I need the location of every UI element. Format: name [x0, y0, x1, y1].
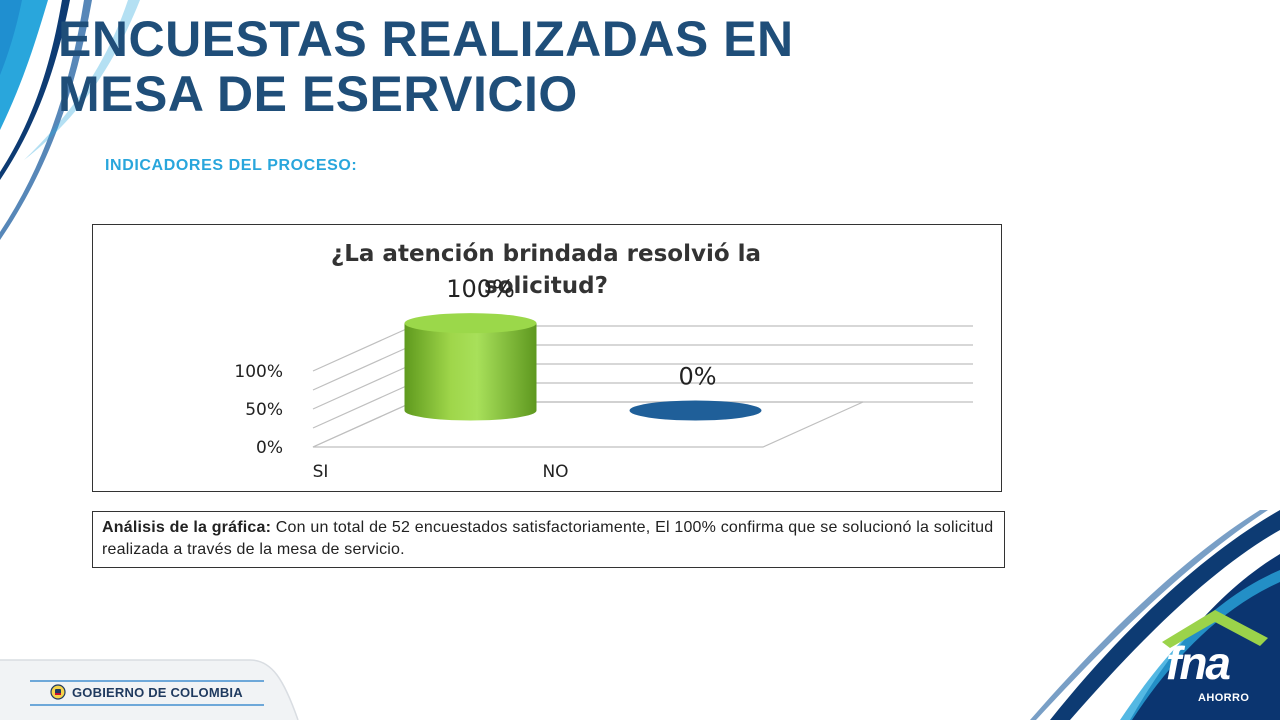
chart-container: ¿La atención brindada resolvió la solici…	[92, 224, 1002, 492]
chart-bars	[404, 313, 762, 421]
bar-si	[404, 313, 537, 421]
data-label: 0%	[678, 363, 716, 391]
y-tick-label: 50%	[245, 400, 283, 420]
y-tick-label: 0%	[256, 438, 283, 458]
data-label: 100%	[446, 275, 515, 303]
page-title-line-2: MESA DE ESERVICIO	[58, 66, 578, 122]
y-axis-ticks: 0% 50% 100%	[234, 362, 283, 458]
gridline-side	[312, 382, 414, 429]
analysis-box: Análisis de la gráfica: Con un total de …	[92, 511, 1005, 568]
bar-no	[629, 400, 762, 421]
analysis-label: Análisis de la gráfica:	[102, 519, 272, 536]
section-subtitle: INDICADORES DEL PROCESO:	[105, 157, 358, 174]
analysis-text: Con un total de 52 encuestados satisfact…	[102, 519, 994, 558]
fna-logo-text: fna	[1166, 637, 1231, 689]
chart-title-line-1: ¿La atención brindada resolvió la	[331, 241, 761, 267]
page-title-line-1: ENCUESTAS REALIZADAS EN	[58, 11, 794, 67]
category-label: SI	[313, 462, 329, 482]
gridline-side	[312, 363, 414, 410]
bottom-right-decoration	[1030, 510, 1280, 720]
bar-chart: ¿La atención brindada resolvió la solici…	[234, 241, 973, 482]
gridline-side	[312, 401, 414, 448]
chart-data-labels: 100% 0%	[446, 275, 716, 390]
chart-title-line-2: solicitud?	[484, 273, 608, 299]
fna-logo-subtext: AHORRO	[1198, 692, 1250, 704]
bar-body	[404, 323, 537, 421]
gridline-side	[312, 344, 414, 391]
top-left-decoration	[0, 0, 140, 240]
x-axis-categories: SI NO	[313, 462, 569, 482]
gridline-side	[312, 325, 414, 372]
category-label: NO	[542, 462, 568, 482]
bar-zero-disc	[629, 400, 762, 421]
house-roof-icon	[1162, 610, 1268, 648]
government-bar-lines	[30, 680, 264, 706]
bar-top	[404, 313, 537, 334]
chart-floor	[312, 401, 864, 448]
page-title: ENCUESTAS REALIZADAS EN MESA DE ESERVICI…	[58, 12, 794, 122]
y-tick-label: 100%	[234, 362, 283, 382]
colombia-coat-of-arms-icon	[50, 684, 66, 700]
government-label: GOBIERNO DE COLOMBIA	[72, 685, 243, 700]
